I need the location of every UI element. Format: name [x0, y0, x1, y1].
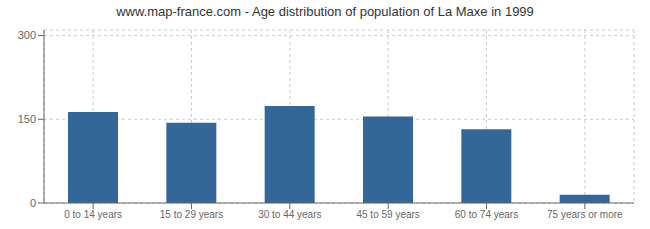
svg-text:30 to 44 years: 30 to 44 years	[258, 209, 321, 220]
svg-text:300: 300	[18, 29, 36, 41]
svg-text:75 years or more: 75 years or more	[547, 209, 623, 220]
svg-text:150: 150	[18, 113, 36, 125]
svg-text:0 to 14 years: 0 to 14 years	[64, 209, 122, 220]
html-text:www.map-france.com - Age distr: www.map-france.com - Age distribution of…	[116, 4, 534, 19]
svg-text:60 to 74 years: 60 to 74 years	[455, 209, 518, 220]
svg-text:0: 0	[30, 197, 36, 209]
svg-text:15 to 29 years: 15 to 29 years	[160, 209, 223, 220]
svg-text:45 to 59 years: 45 to 59 years	[356, 209, 419, 220]
